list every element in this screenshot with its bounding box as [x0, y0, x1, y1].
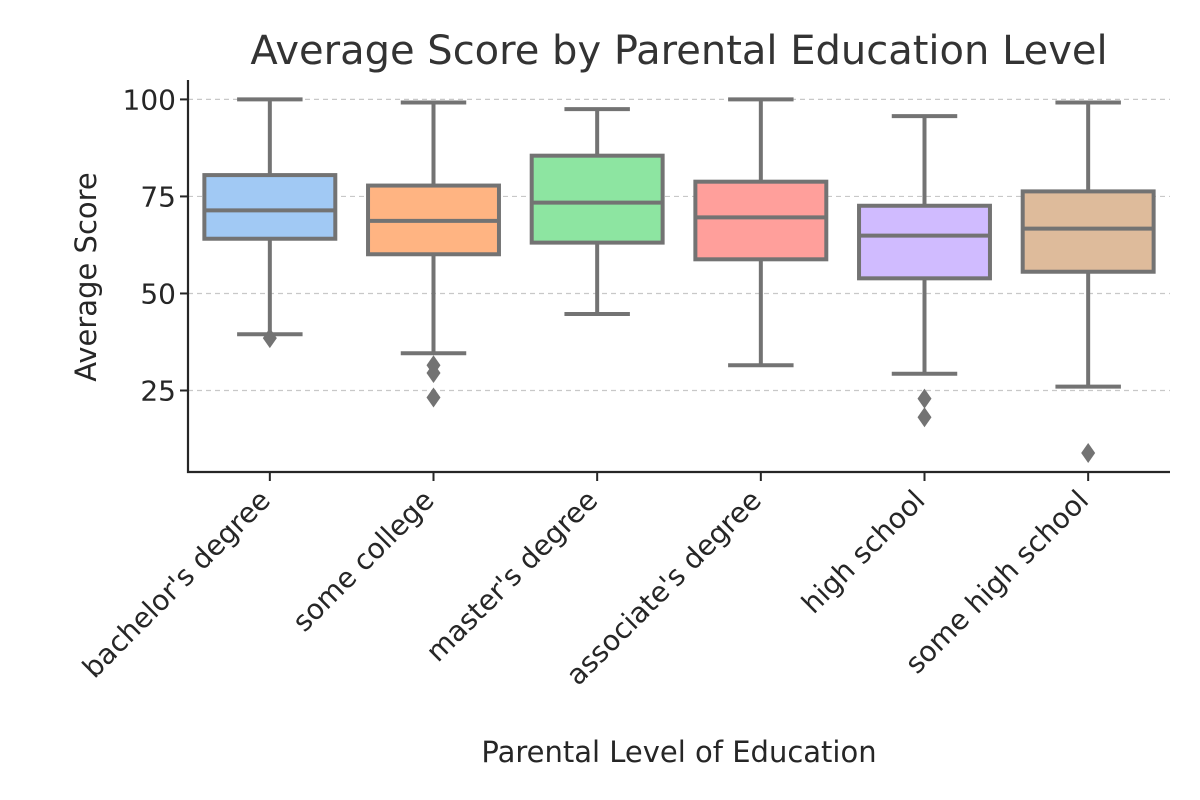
iqr-box — [1020, 189, 1156, 274]
outlier-point — [262, 328, 277, 349]
x-tick-label: master's degree — [420, 484, 605, 669]
x-tick-label: high school — [795, 484, 931, 620]
axis-spines — [186, 80, 1170, 474]
grid-layer — [188, 98, 1170, 392]
x-tick-label: some college — [286, 484, 440, 638]
outlier-point — [917, 407, 932, 428]
x-tick-label: some high school — [899, 484, 1095, 680]
box-group — [366, 100, 501, 408]
y-tick-label: 75 — [140, 180, 176, 213]
y-axis-label: Average Score — [69, 172, 103, 382]
box-group — [857, 114, 992, 428]
chart-title: Average Score by Parental Education Leve… — [250, 28, 1107, 74]
boxes-layer — [202, 97, 1156, 463]
y-tick-label: 25 — [140, 374, 176, 407]
box-group — [529, 107, 665, 317]
iqr-box — [857, 203, 992, 281]
outlier-point — [426, 363, 441, 384]
box-group — [1020, 100, 1156, 463]
outlier-point — [426, 387, 441, 408]
x-tick-label: bachelor's degree — [76, 484, 277, 685]
iqr-box — [202, 173, 338, 241]
box-group — [693, 97, 829, 368]
box-group — [202, 97, 338, 349]
iqr-box — [693, 179, 829, 262]
y-tick-label: 50 — [140, 277, 176, 310]
iqr-box — [529, 153, 665, 245]
outlier-point — [917, 388, 932, 409]
x-axis-label: Parental Level of Education — [481, 735, 876, 769]
outlier-point — [1081, 442, 1096, 463]
y-tick-label: 100 — [123, 83, 176, 116]
